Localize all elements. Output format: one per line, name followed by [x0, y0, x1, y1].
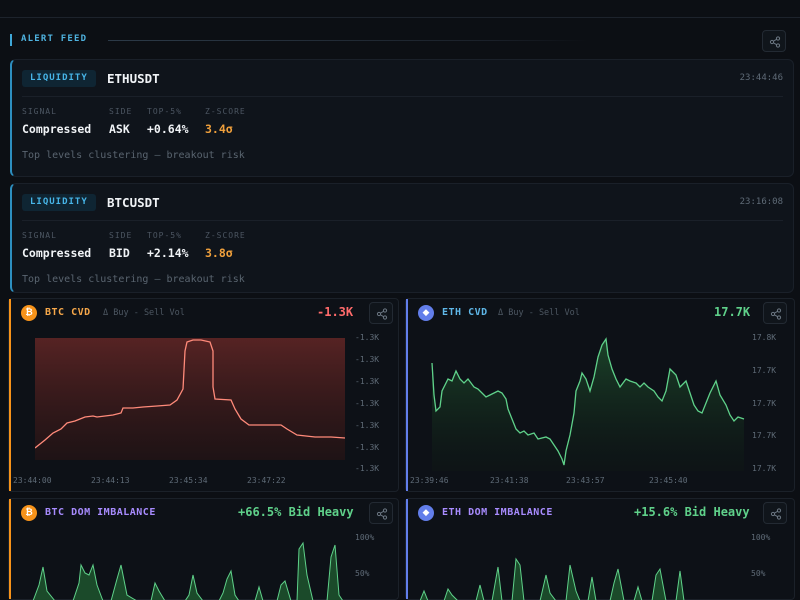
- eth-cvd-subtitle: Δ Buy - Sell Vol: [498, 308, 580, 318]
- eth-cvd-title: ETH CVD: [442, 307, 488, 318]
- x-tick: 23:47:22: [247, 476, 286, 485]
- share-icon: [770, 508, 782, 520]
- btc-dom-area: [33, 541, 343, 600]
- eth-cvd-value: 17.7K: [714, 305, 751, 319]
- y-tick: -1.3K: [355, 333, 380, 342]
- btc-dom-chart: [33, 541, 343, 600]
- y-tick: 17.7K: [752, 431, 777, 440]
- panel-accent: [9, 299, 11, 491]
- header-accent-bar: [10, 34, 12, 46]
- top5-value: +0.64%: [147, 122, 189, 136]
- y-tick: 50%: [355, 569, 370, 578]
- eth-coin-icon: ◆: [418, 505, 434, 521]
- x-tick: 23:41:38: [490, 476, 529, 485]
- x-tick: 23:45:34: [169, 476, 208, 485]
- top-divider: [0, 17, 800, 18]
- panel-accent: [406, 499, 408, 599]
- btc-cvd-value: -1.3K: [317, 305, 354, 319]
- alert-card-ethusdt[interactable]: LIQUIDITY ETHUSDT 23:44:46 SIGNAL SIDE T…: [10, 59, 794, 177]
- zscore-value: 3.8σ: [205, 246, 233, 260]
- alert-note: Top levels clustering — breakout risk: [22, 150, 245, 161]
- y-tick: -1.3K: [355, 377, 380, 386]
- y-tick: -1.3K: [355, 399, 380, 408]
- signal-value: Compressed: [22, 246, 92, 260]
- eth-cvd-panel: ◆ ETH CVD Δ Buy - Sell Vol 17.7K 17.8K 1…: [405, 298, 795, 492]
- y-tick: 17.7K: [752, 399, 777, 408]
- eth-dom-value: +15.6% Bid Heavy: [634, 505, 750, 519]
- share-icon: [376, 508, 388, 520]
- y-tick: 17.7K: [752, 366, 777, 375]
- top5-value: +2.14%: [147, 246, 189, 260]
- panel-accent: [406, 299, 408, 491]
- alert-symbol: ETHUSDT: [107, 71, 160, 86]
- btc-cvd-area: [35, 338, 345, 460]
- btc-cvd-title: BTC CVD: [45, 307, 91, 318]
- eth-dom-share-button[interactable]: [763, 502, 787, 524]
- alert-time: 23:44:46: [739, 73, 783, 83]
- card-divider: [22, 96, 783, 97]
- btc-coin-icon: ₿: [21, 305, 37, 321]
- zscore-value: 3.4σ: [205, 122, 233, 136]
- y-tick: 17.8K: [752, 333, 777, 342]
- x-tick: 23:39:46: [410, 476, 449, 485]
- y-tick: -1.3K: [355, 355, 380, 364]
- btc-dom-share-button[interactable]: [369, 502, 393, 524]
- side-value: ASK: [109, 122, 130, 136]
- share-icon: [769, 36, 781, 48]
- eth-cvd-area: [432, 339, 744, 471]
- signal-label: SIGNAL: [22, 107, 57, 116]
- eth-cvd-chart: [431, 337, 745, 471]
- y-tick: -1.3K: [355, 464, 380, 473]
- eth-dom-chart: [420, 557, 685, 600]
- y-tick: 100%: [751, 533, 771, 542]
- btc-dom-title: BTC DOM IMBALANCE: [45, 507, 156, 518]
- alert-feed-title: ALERT FEED: [21, 34, 88, 44]
- zscore-label: Z-SCORE: [205, 107, 246, 116]
- share-icon: [770, 308, 782, 320]
- top5-label: TOP-5%: [147, 231, 182, 240]
- x-tick: 23:43:57: [566, 476, 605, 485]
- eth-coin-icon: ◆: [418, 305, 434, 321]
- header-rule: [108, 40, 588, 41]
- btc-cvd-chart: [35, 338, 346, 460]
- btc-dom-panel: ₿ BTC DOM IMBALANCE +66.5% Bid Heavy 100…: [8, 498, 399, 600]
- alert-type-badge: LIQUIDITY: [22, 70, 96, 87]
- btc-cvd-subtitle: Δ Buy - Sell Vol: [103, 308, 185, 318]
- signal-label: SIGNAL: [22, 231, 57, 240]
- panel-accent: [9, 499, 11, 599]
- side-label: SIDE: [109, 107, 133, 116]
- card-divider: [22, 220, 783, 221]
- btc-cvd-share-button[interactable]: [369, 302, 393, 324]
- top5-label: TOP-5%: [147, 107, 182, 116]
- x-tick: 23:44:13: [91, 476, 130, 485]
- share-icon: [376, 308, 388, 320]
- btc-cvd-line: [35, 339, 346, 449]
- eth-dom-area: [420, 557, 685, 600]
- side-value: BID: [109, 246, 130, 260]
- feed-share-button[interactable]: [762, 30, 786, 52]
- eth-cvd-line: [431, 337, 745, 466]
- alert-time: 23:16:08: [739, 197, 783, 207]
- eth-dom-title: ETH DOM IMBALANCE: [442, 507, 553, 518]
- y-tick: 50%: [751, 569, 766, 578]
- x-tick: 23:45:40: [649, 476, 688, 485]
- eth-dom-panel: ◆ ETH DOM IMBALANCE +15.6% Bid Heavy 100…: [405, 498, 795, 600]
- zscore-label: Z-SCORE: [205, 231, 246, 240]
- alert-note: Top levels clustering — breakout risk: [22, 274, 245, 285]
- y-tick: 100%: [355, 533, 375, 542]
- btc-coin-icon: ₿: [21, 505, 37, 521]
- y-tick: -1.3K: [355, 421, 380, 430]
- eth-cvd-share-button[interactable]: [763, 302, 787, 324]
- alert-feed-header: ALERT FEED: [10, 30, 790, 52]
- side-label: SIDE: [109, 231, 133, 240]
- alert-type-badge: LIQUIDITY: [22, 194, 96, 211]
- signal-value: Compressed: [22, 122, 92, 136]
- y-tick: -1.3K: [355, 443, 380, 452]
- x-tick: 23:44:00: [13, 476, 52, 485]
- alert-symbol: BTCUSDT: [107, 195, 160, 210]
- btc-dom-value: +66.5% Bid Heavy: [238, 505, 354, 519]
- y-tick: 17.7K: [752, 464, 777, 473]
- alert-card-btcusdt[interactable]: LIQUIDITY BTCUSDT 23:16:08 SIGNAL SIDE T…: [10, 183, 794, 293]
- btc-cvd-panel: ₿ BTC CVD Δ Buy - Sell Vol -1.3K -1.3K -…: [8, 298, 399, 492]
